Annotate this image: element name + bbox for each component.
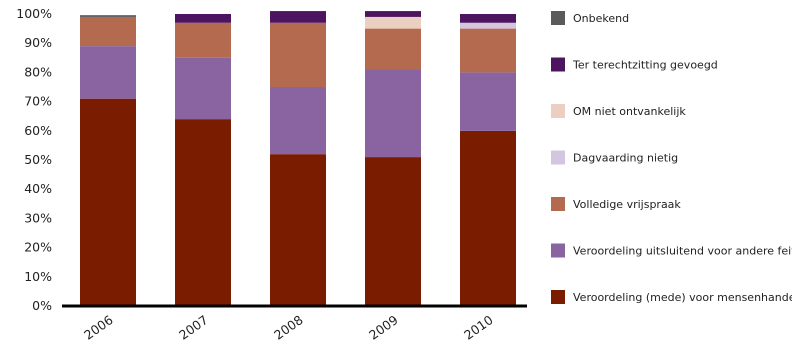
y-tick-label: 10% (24, 269, 52, 284)
bar-segment-2009-series-1 (365, 69, 421, 158)
bar-segment-2007-series-2 (175, 22, 231, 58)
legend-swatch (551, 11, 565, 25)
x-category-label: 2008 (271, 312, 306, 343)
legend-swatch (551, 57, 565, 72)
legend: Onbekend Ter terechtzitting gevoegd OM nie… (551, 11, 792, 304)
y-tick-label: 80% (24, 64, 52, 79)
bar-segment-2009-series-5 (365, 11, 421, 17)
bar-segment-2010-series-1 (460, 72, 516, 131)
bar-segment-2008-series-5 (270, 11, 326, 23)
bar-segment-2007-series-0 (175, 119, 231, 307)
y-axis-ticks: 0% 10% 20% 30% 40% 50% 60% 70% 80% 90% 100% (16, 6, 52, 313)
bar-segment-2006-series-2 (80, 16, 136, 47)
x-category-label: 2009 (366, 312, 401, 343)
bar-segment-2010-series-0 (460, 130, 516, 306)
legend-label: Veroordeling (mede) voor mensenhandel (573, 291, 792, 304)
y-tick-label: 50% (24, 152, 52, 167)
bar-segment-2009-series-0 (365, 157, 421, 306)
x-category-label: 2010 (461, 312, 496, 343)
y-tick-label: 0% (32, 298, 52, 313)
legend-label: Onbekend (573, 12, 629, 25)
x-category-label: 2006 (81, 312, 116, 343)
y-tick-label: 60% (24, 123, 52, 138)
legend-label: Veroordeling uitsluitend voor andere fei… (573, 245, 792, 258)
bar-segment-2006-series-0 (80, 98, 136, 307)
x-axis-labels: 2006 2007 2008 2009 2010 (81, 312, 496, 343)
y-tick-label: 30% (24, 210, 52, 225)
legend-swatch (551, 243, 565, 258)
bar-segment-2010-series-5 (460, 14, 516, 23)
legend-label: OM niet ontvankelijk (573, 105, 686, 118)
legend-label: Dagvaarding nietig (573, 152, 678, 165)
bar-segment-2008-series-2 (270, 22, 326, 87)
bar-segment-2010-series-2 (460, 28, 516, 73)
legend-label: Ter terechtzitting gevoegd (572, 59, 718, 72)
y-tick-label: 40% (24, 181, 52, 196)
bar-segment-2006-series-1 (80, 46, 136, 99)
bar-segment-2009-series-2 (365, 28, 421, 70)
legend-swatch (551, 150, 565, 165)
bar-segment-2008-series-1 (270, 87, 326, 155)
bar-segment-2007-series-5 (175, 14, 231, 23)
y-tick-label: 90% (24, 35, 52, 50)
y-tick-label: 20% (24, 240, 52, 255)
bar-segment-2009-series-4 (365, 16, 421, 29)
x-category-label: 2007 (176, 312, 211, 343)
bar-segment-2008-series-0 (270, 154, 326, 306)
bars (80, 11, 516, 307)
y-tick-label: 70% (24, 94, 52, 109)
legend-swatch (551, 104, 565, 118)
bar-segment-2007-series-1 (175, 57, 231, 120)
bar-segment-2010-series-3 (460, 22, 516, 29)
legend-swatch (551, 290, 565, 304)
legend-swatch (551, 197, 565, 211)
legend-label: Volledige vrijspraak (573, 198, 681, 211)
y-tick-label: 100% (16, 6, 52, 21)
bar-segment-2006-series-6 (80, 15, 136, 17)
